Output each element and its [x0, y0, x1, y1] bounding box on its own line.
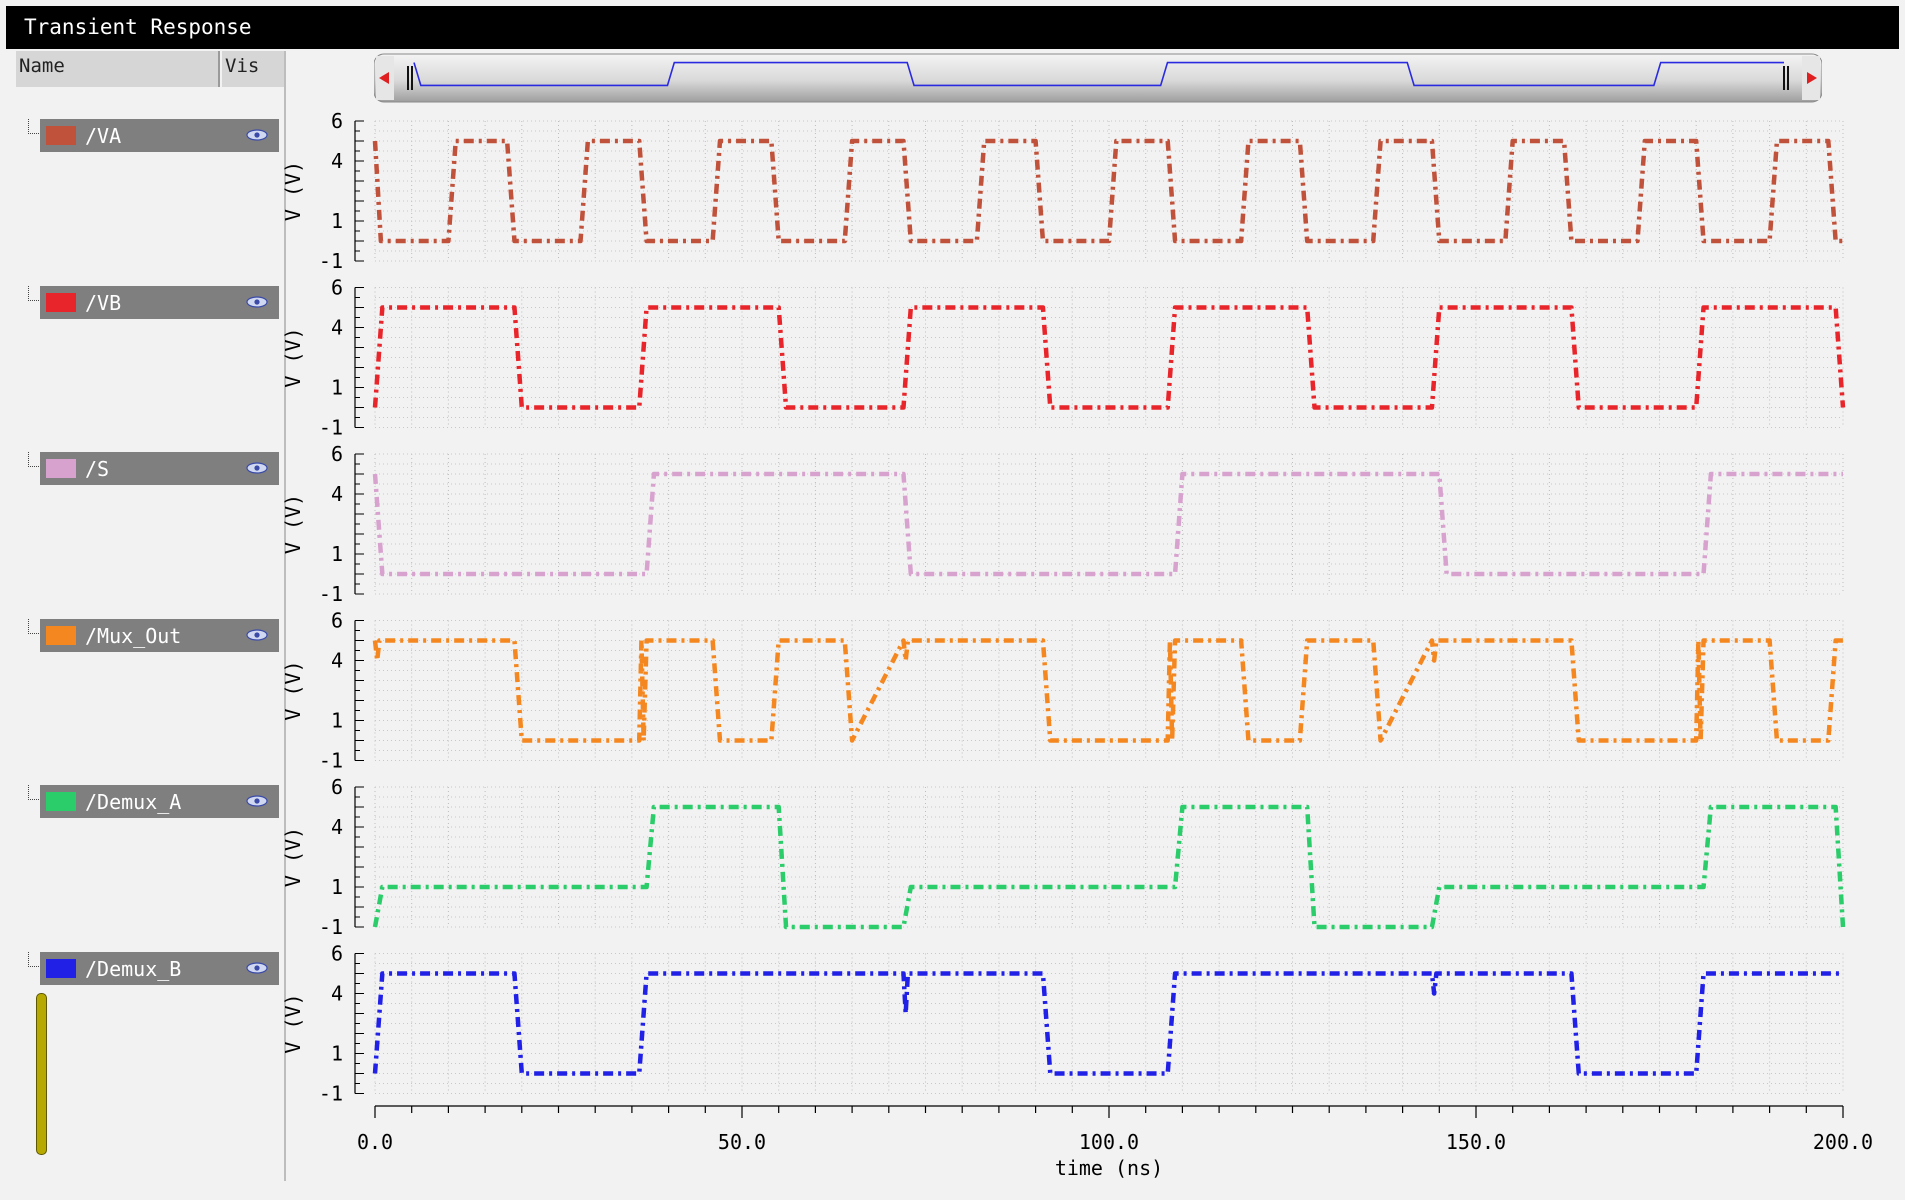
- y-tick-label: 6: [331, 442, 343, 466]
- x-tick-label: 150.0: [1446, 1130, 1506, 1154]
- y-axis-label: V (V): [281, 827, 305, 887]
- y-tick-label: 1: [331, 209, 343, 233]
- visibility-eye-icon[interactable]: [246, 128, 268, 142]
- y-tick-label: -1: [319, 749, 343, 773]
- series-trace: [372, 804, 1846, 930]
- series-trace: [372, 138, 1843, 244]
- x-tick-label: 100.0: [1079, 1130, 1139, 1154]
- y-axis-label: V (V): [281, 993, 305, 1053]
- signal-item[interactable]: /Mux_Out: [28, 618, 279, 652]
- y-tick-label: 1: [331, 542, 343, 566]
- x-tick-label: 0.0: [357, 1130, 393, 1154]
- y-axis-label: V (V): [281, 660, 305, 720]
- y-tick-label: 4: [331, 482, 343, 506]
- y-axis-label: V (V): [281, 327, 305, 387]
- overview-waveform: [413, 61, 1784, 87]
- window-title: Transient Response: [6, 6, 1899, 49]
- series-trace: [372, 305, 1846, 410]
- signal-item[interactable]: /VB: [28, 285, 279, 319]
- y-tick-label: -1: [319, 1082, 343, 1106]
- overview-scroller[interactable]: [374, 52, 1822, 104]
- visibility-eye-icon[interactable]: [246, 961, 268, 975]
- waveform-panel: 6 4 1 -1 V (V): [281, 442, 1844, 606]
- signal-item[interactable]: /VA: [28, 119, 279, 152]
- signal-name: /Mux_Out: [85, 623, 182, 648]
- y-tick-label: 1: [331, 1042, 343, 1066]
- signal-color-swatch: [46, 625, 76, 645]
- y-tick-label: 4: [331, 316, 343, 340]
- tree-connector: [28, 285, 39, 301]
- tree-connector: [28, 119, 39, 134]
- left-grip-icon[interactable]: [407, 66, 413, 90]
- x-tick-label: 50.0: [718, 1130, 766, 1154]
- y-tick-label: 6: [331, 276, 343, 300]
- visibility-eye-icon[interactable]: [246, 628, 268, 642]
- y-tick-label: 4: [331, 649, 343, 673]
- signal-item[interactable]: /Demux_A: [28, 785, 279, 818]
- series-trace: [372, 638, 1843, 743]
- y-axis-label: V (V): [281, 161, 305, 221]
- y-tick-label: 4: [331, 815, 343, 839]
- signal-name: /Demux_A: [85, 790, 182, 814]
- signal-item[interactable]: /Demux_B: [28, 951, 279, 985]
- waveform-panel: 6 4 1 -1 V (V): [281, 942, 1844, 1106]
- signal-color-swatch: [46, 958, 76, 978]
- y-tick-label: 1: [331, 875, 343, 899]
- vis-column-header[interactable]: Vis: [222, 51, 284, 87]
- signal-color-swatch: [46, 459, 76, 478]
- visibility-eye-icon[interactable]: [246, 794, 268, 808]
- signal-item[interactable]: /S: [28, 452, 279, 485]
- y-tick-label: -1: [319, 582, 343, 606]
- y-tick-label: -1: [319, 249, 343, 273]
- x-axis-label: time (ns): [1055, 1156, 1163, 1180]
- y-tick-label: 6: [331, 609, 343, 633]
- signal-name: /Demux_B: [85, 956, 182, 981]
- visibility-eye-icon[interactable]: [246, 461, 268, 475]
- y-tick-label: 6: [331, 775, 343, 799]
- signal-name: /VB: [85, 290, 122, 315]
- tree-connector: [28, 951, 39, 967]
- y-tick-label: 6: [331, 942, 343, 966]
- y-tick-label: 1: [331, 376, 343, 400]
- y-axis-label: V (V): [281, 494, 305, 554]
- scroll-right-arrow-icon[interactable]: [1802, 56, 1820, 100]
- signal-color-swatch: [46, 292, 76, 312]
- x-tick-label: 200.0: [1813, 1130, 1873, 1154]
- y-tick-label: -1: [319, 416, 343, 440]
- right-grip-icon[interactable]: [1783, 66, 1789, 90]
- signal-color-swatch: [46, 792, 76, 811]
- waveform-panel: 6 4 1 -1 V (V): [281, 109, 1844, 273]
- series-trace: [372, 971, 1843, 1076]
- scroll-left-arrow-icon[interactable]: [376, 56, 394, 100]
- scrollbar-thumb[interactable]: [36, 993, 47, 1155]
- y-tick-label: 1: [331, 709, 343, 733]
- signal-name: /VA: [85, 124, 122, 148]
- waveform-panel: 6 4 1 -1 V (V): [281, 609, 1844, 773]
- visibility-eye-icon[interactable]: [246, 295, 268, 309]
- signal-color-swatch: [46, 126, 76, 145]
- tree-connector: [28, 618, 39, 634]
- name-column-header[interactable]: Name: [16, 51, 220, 87]
- tree-connector: [28, 785, 39, 800]
- signal-name: /S: [85, 457, 110, 481]
- signal-list-panel: Name Vis /VA/VB/S/Mux_Out/Demux_A/Demux_…: [16, 51, 286, 1181]
- y-tick-label: 6: [331, 109, 343, 133]
- y-tick-label: -1: [319, 915, 343, 939]
- y-tick-label: 4: [331, 149, 343, 173]
- tree-connector: [28, 452, 39, 467]
- y-tick-label: 4: [331, 982, 343, 1006]
- waveform-panel: 6 4 1 -1 V (V): [281, 276, 1846, 440]
- waveform-panel: 6 4 1 -1 V (V): [281, 775, 1846, 939]
